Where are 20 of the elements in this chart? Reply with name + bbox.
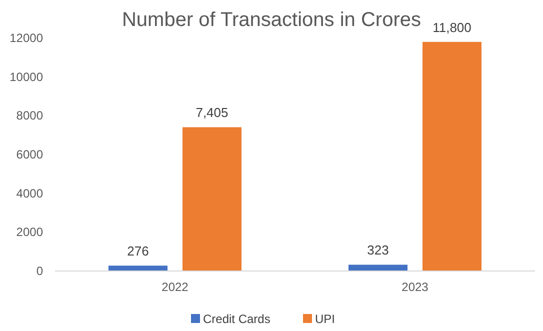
x-tick-label: 2022: [162, 280, 189, 294]
bar: [422, 42, 482, 271]
y-tick-label: 4000: [16, 186, 44, 200]
legend-label: UPI: [315, 312, 336, 326]
bar: [182, 127, 242, 271]
y-tick-label: 6000: [16, 148, 44, 162]
y-tick-label: 10000: [10, 70, 44, 84]
legend-label: Credit Cards: [203, 312, 270, 326]
data-label: 323: [367, 242, 389, 258]
x-tick-label: 2023: [402, 280, 429, 294]
y-tick-label: 0: [36, 264, 44, 278]
bar: [348, 264, 408, 271]
data-label: 7,405: [196, 105, 228, 120]
y-tick-label: 8000: [16, 108, 44, 123]
bar: [108, 266, 168, 271]
chart-title: Number of Transactions in Crores: [122, 9, 422, 31]
y-tick-label: 2000: [16, 225, 44, 240]
y-tick-label: 12000: [10, 31, 44, 45]
data-label: 11,800: [432, 20, 472, 35]
data-label: 276: [127, 244, 149, 259]
